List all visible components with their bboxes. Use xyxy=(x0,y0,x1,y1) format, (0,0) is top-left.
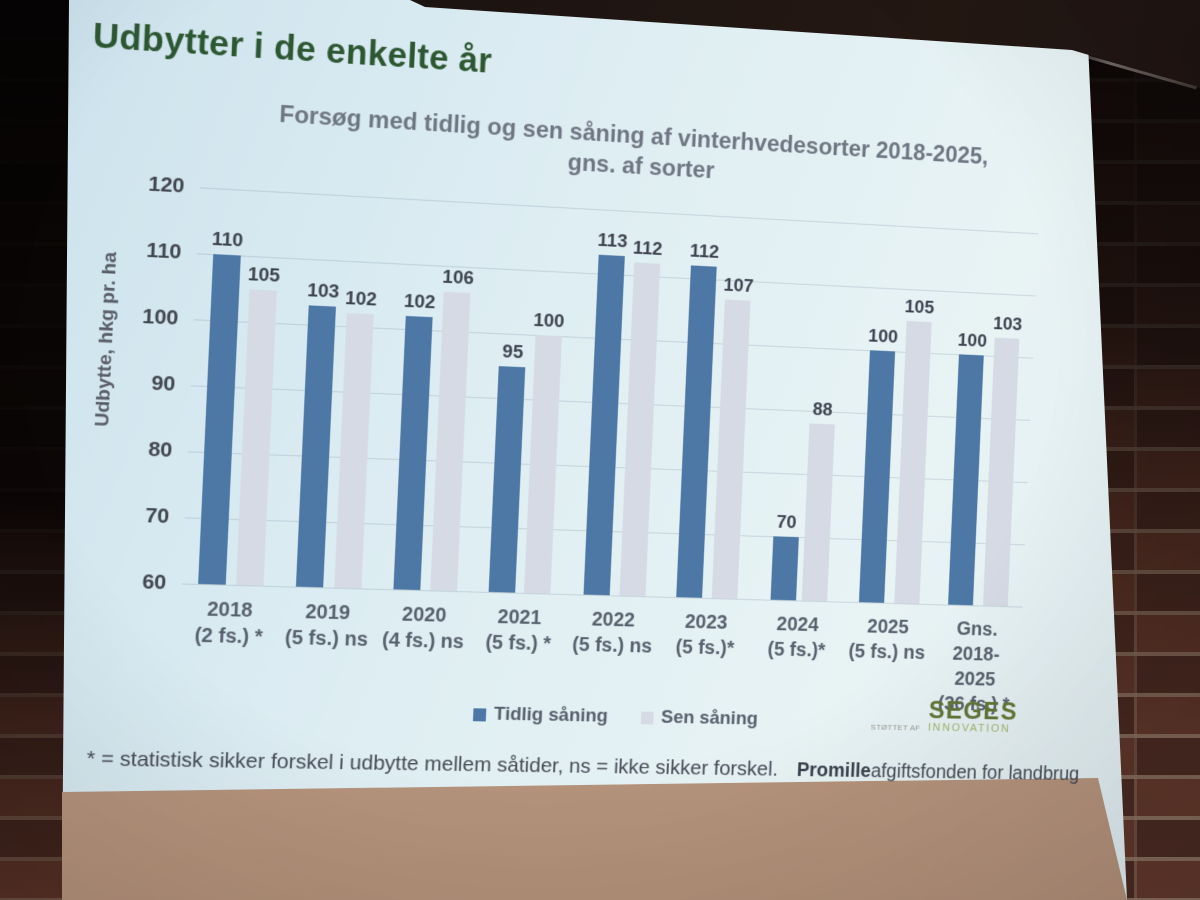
logo-text-block: SEGES INNOVATION xyxy=(927,694,1019,737)
x-axis-label: 2023 (5 fs.)* xyxy=(675,611,735,660)
barwrap: 100 xyxy=(857,325,899,603)
bar-value-label: 103 xyxy=(992,313,1023,335)
footnote-row: * = statistisk sikker forskel i udbytte … xyxy=(86,746,1080,785)
bar-sen-2023 xyxy=(711,299,751,599)
bar-chart-plot-area: 60 70 80 90 100 110 120 110 105 103 102 102 106 95 100… xyxy=(142,172,1039,608)
bar-value-label: 103 xyxy=(306,279,340,303)
y-tick-label: 60 xyxy=(141,570,167,595)
bar-tidlig-2021 xyxy=(488,365,526,593)
bar-sen-Gns2018- xyxy=(983,337,1020,607)
bar-group-2018: 110 105 xyxy=(182,187,298,586)
bar-value-label: 110 xyxy=(211,228,244,252)
legend-swatch-tidlig-icon xyxy=(472,707,487,721)
bar-value-label: 112 xyxy=(689,240,720,263)
logo-supported-by-text: STØTTET AF xyxy=(870,722,921,733)
barwrap: 88 xyxy=(801,399,836,602)
y-tick-label: 120 xyxy=(147,172,186,198)
slide-title: Udbytter i de enkelte år xyxy=(91,15,493,81)
bar-value-label: 105 xyxy=(904,296,935,318)
bar-tidlig-2025 xyxy=(858,350,896,603)
bar-sen-2024 xyxy=(801,423,835,602)
bar-sen-2025 xyxy=(894,320,932,604)
barwrap: 103 xyxy=(294,280,340,588)
barwrap: 103 xyxy=(981,313,1023,607)
barwrap: 107 xyxy=(710,274,755,599)
x-axis-label: 2022 (5 fs.) ns xyxy=(571,608,653,658)
bar-sen-2021 xyxy=(523,334,562,594)
barwrap: 105 xyxy=(234,263,281,586)
bar-value-label: 112 xyxy=(632,237,663,260)
legend-label-sen: Sen såning xyxy=(660,706,759,730)
bar-value-label: 106 xyxy=(442,266,475,290)
barwrap: 100 xyxy=(946,330,988,606)
y-axis-title: Udbytte, hkg pr. ha xyxy=(91,250,122,427)
x-axis-label: 2018 (2 fs.) * xyxy=(194,598,264,649)
bar-value-label: 113 xyxy=(597,229,628,252)
bar-group-2019: 103 102 xyxy=(280,193,395,589)
bar-tidlig-Gns2018- xyxy=(948,354,985,606)
bar-group-2022: 113 112 xyxy=(568,208,678,597)
sponsor-bold: Promille xyxy=(796,759,872,782)
bar-sen-2020 xyxy=(430,291,471,592)
bar-tidlig-2024 xyxy=(770,536,799,601)
barwrap: 106 xyxy=(428,266,475,592)
legend-swatch-sen-icon xyxy=(640,711,654,725)
barwrap: 100 xyxy=(521,310,565,594)
bar-tidlig-2018 xyxy=(197,254,241,585)
bar-group-2023: 112 107 xyxy=(661,214,770,600)
chart-title: Forsøg med tidlig og sen såning af vinte… xyxy=(214,95,1046,205)
x-axis-label: 2019 (5 fs.) ns xyxy=(284,601,369,651)
logo-name: SEGES xyxy=(928,694,1019,726)
bar-value-label: 88 xyxy=(812,399,834,421)
barwrap: 95 xyxy=(488,340,527,593)
footnote: * = statistisk sikker forskel i udbytte … xyxy=(86,746,779,781)
bar-value-label: 102 xyxy=(344,287,378,311)
y-tick-label: 90 xyxy=(150,371,176,396)
seges-innovation-logo: STØTTET AF SEGES INNOVATION xyxy=(870,694,1019,737)
bar-value-label: 105 xyxy=(247,263,281,287)
barwrap: 70 xyxy=(770,512,799,601)
sponsor-text: Promilleafgiftsfonden for landbrug xyxy=(796,759,1079,786)
bar-tidlig-2019 xyxy=(296,304,337,588)
bar-group-Gns2018: 100 103 xyxy=(934,229,1039,607)
sponsor-rest: afgiftsfonden for landbrug xyxy=(870,760,1080,785)
bar-sen-2019 xyxy=(334,313,374,589)
bar-value-label: 70 xyxy=(776,511,797,534)
bar-value-label: 100 xyxy=(532,310,565,333)
x-axis-label: 2021 (5 fs.) * xyxy=(485,606,552,656)
y-tick-label: 70 xyxy=(144,503,170,529)
bar-value-label: 107 xyxy=(723,274,755,297)
bar-tidlig-2020 xyxy=(393,315,433,591)
legend-item-sen-saaning: Sen såning xyxy=(640,707,758,731)
bar-value-label: 100 xyxy=(957,330,988,352)
bar-group-2024: 70 88 xyxy=(753,219,860,602)
legend-item-tidlig-saaning: Tidlig såning xyxy=(472,703,609,727)
bar-sen-2022 xyxy=(619,262,661,597)
bar-value-label: 100 xyxy=(867,325,899,348)
x-axis-label: 2020 (4 fs.) ns xyxy=(381,603,465,654)
legend-label-tidlig: Tidlig såning xyxy=(493,703,609,727)
y-tick-label: 110 xyxy=(145,238,182,264)
x-axis-label: 2024 (5 fs.)* xyxy=(767,613,826,662)
bar-tidlig-2023 xyxy=(676,265,717,598)
bar-group-2021: 95 100 xyxy=(473,203,585,594)
bar-group-2025: 100 105 xyxy=(844,224,950,605)
logo-subname: INNOVATION xyxy=(927,721,1011,735)
y-tick-label: 100 xyxy=(141,304,179,330)
slide-content: Udbytter i de enkelte år Forsøg med tidl… xyxy=(50,0,1080,799)
bar-value-label: 95 xyxy=(502,340,524,363)
barwrap: 102 xyxy=(391,290,436,591)
barwrap: 105 xyxy=(892,296,935,604)
y-tick-label: 80 xyxy=(147,437,173,462)
bar-value-label: 102 xyxy=(403,290,436,314)
bar-sen-2018 xyxy=(235,288,277,586)
bar-groups: 110 105 103 102 102 106 95 100 113 112 112 107 70 88 1… xyxy=(182,187,1039,607)
bar-group-2020: 102 106 xyxy=(377,198,490,592)
barwrap: 102 xyxy=(332,288,377,589)
